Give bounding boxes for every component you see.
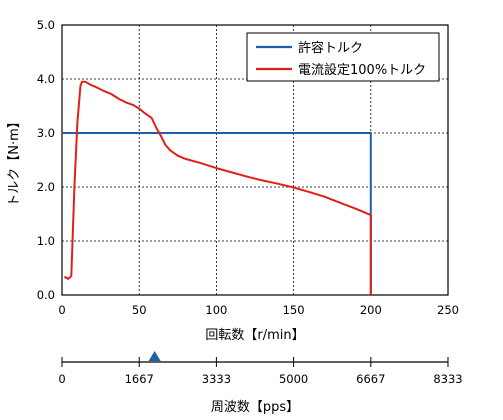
y-tick-label: 5.0 xyxy=(37,18,55,32)
legend: 許容トルク 電流設定100%トルク xyxy=(246,32,440,82)
x-tick-label: 150 xyxy=(283,303,305,317)
y-axis-title: トルク【N·m】 xyxy=(7,115,22,207)
frequency-marker-triangle xyxy=(148,351,161,361)
frequency-axis: 0 1667 3333 5000 6667 8333 周波数【pps】 xyxy=(58,351,463,415)
x-tick-label: 250 xyxy=(437,303,459,317)
frequency-tick-label: 6667 xyxy=(356,372,385,386)
x-tick-label: 0 xyxy=(58,303,65,317)
tick-layer: 0 50 100 150 200 250 0.0 1.0 2.0 3.0 4.0 5.0 xyxy=(37,18,459,317)
legend-box xyxy=(246,32,440,82)
frequency-axis-title: 周波数【pps】 xyxy=(211,400,299,415)
frequency-tick-label: 3333 xyxy=(202,372,231,386)
series-layer xyxy=(61,80,372,296)
frequency-tick-label: 8333 xyxy=(433,372,462,386)
y-tick-label: 0.0 xyxy=(37,288,55,302)
y-tick-label: 4.0 xyxy=(37,72,55,86)
frequency-tick-label: 0 xyxy=(58,372,65,386)
y-tick-label: 2.0 xyxy=(37,180,55,194)
legend-label-allowable-torque: 許容トルク xyxy=(298,40,363,56)
legend-label-current-100-torque: 電流設定100%トルク xyxy=(298,62,426,78)
y-tick-label: 1.0 xyxy=(37,234,55,248)
x-axis-title: 回転数【r/min】 xyxy=(205,328,304,343)
y-tick-label: 3.0 xyxy=(37,126,55,140)
x-tick-label: 100 xyxy=(205,303,227,317)
series-line-current-100-torque xyxy=(64,80,372,296)
x-tick-label: 200 xyxy=(360,303,382,317)
frequency-tick-label: 5000 xyxy=(279,372,308,386)
frequency-tick-label: 1667 xyxy=(125,372,154,386)
x-tick-label: 50 xyxy=(132,303,147,317)
frequency-tick-layer: 0 1667 3333 5000 6667 8333 xyxy=(58,357,463,386)
